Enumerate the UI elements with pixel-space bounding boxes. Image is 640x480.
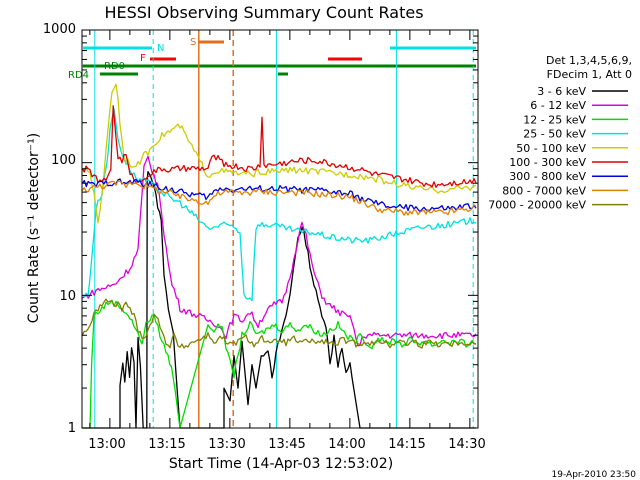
x-tick-label: 14:00: [328, 437, 365, 452]
legend-entry-label: 50 - 100 keV: [516, 142, 586, 155]
chart-title: HESSI Observing Summary Count Rates: [104, 3, 423, 22]
x-axis-label: Start Time (14-Apr-03 12:53:02): [169, 456, 393, 472]
y-tick-label: 100: [51, 153, 76, 168]
x-tick-label: 14:15: [388, 437, 425, 452]
series-line: [81, 298, 477, 349]
series-line: [81, 105, 477, 188]
series-line: [81, 180, 477, 216]
series-line: [82, 299, 477, 429]
flag-label-s: S: [190, 37, 196, 48]
x-tick-label: 13:15: [148, 437, 185, 452]
x-tick-label: 13:45: [268, 437, 305, 452]
flag-label-f: F: [140, 53, 146, 64]
legend-entry-label: 3 - 6 keV: [537, 85, 586, 98]
flag-label-rd4: RD4: [68, 70, 89, 81]
y-tick-label: 10: [59, 289, 76, 304]
x-tick-label: 14:30: [448, 437, 485, 452]
series-line: [81, 83, 477, 224]
x-tick-label: 13:00: [88, 437, 125, 452]
legend-header-line2: FDecim 1, Att 0: [547, 68, 632, 81]
legend-entry-label: 12 - 25 keV: [523, 113, 586, 126]
legend-entry-label: 6 - 12 keV: [530, 99, 586, 112]
legend-entry-label: 25 - 50 keV: [523, 128, 586, 141]
legend-entry-label: 800 - 7000 keV: [502, 184, 586, 197]
plot-frame: [81, 29, 479, 429]
y-axis-label: Count Rate (s⁻¹ detector⁻¹): [26, 133, 42, 323]
x-tick-label: 13:30: [208, 437, 245, 452]
flag-label-n: N: [157, 43, 164, 54]
series-line: [82, 108, 477, 302]
legend-entry-label: 100 - 300 keV: [509, 156, 586, 169]
legend-entry-label: 7000 - 20000 keV: [488, 199, 586, 212]
legend-entry-label: 300 - 800 keV: [509, 170, 586, 183]
timestamp-label: 19-Apr-2010 23:50: [552, 470, 637, 480]
legend-header-line1: Det 1,3,4,5,6,9,: [546, 54, 632, 67]
series-line: [81, 155, 477, 347]
y-tick-label: 1: [68, 421, 76, 436]
y-tick-label: 1000: [43, 22, 76, 37]
